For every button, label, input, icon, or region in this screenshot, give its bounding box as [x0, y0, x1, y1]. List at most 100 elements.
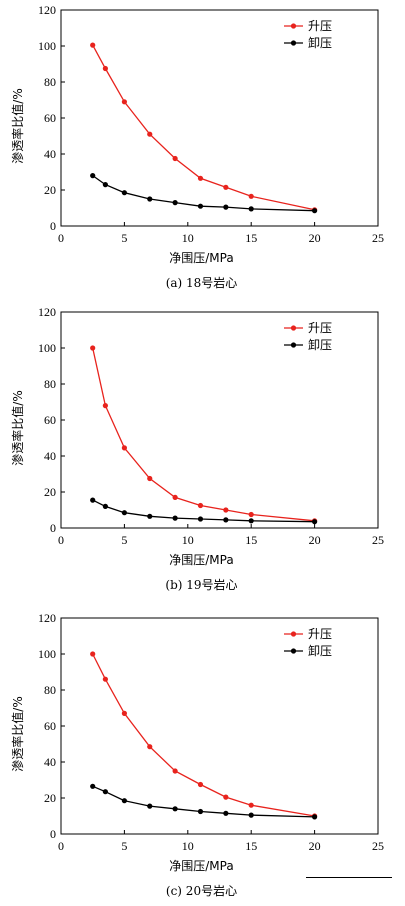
y-tick-label: 0 — [50, 827, 56, 841]
data-point — [223, 794, 229, 800]
data-point — [197, 808, 204, 815]
y-tick-label: 100 — [38, 341, 56, 355]
legend-label: 卸压 — [308, 35, 332, 50]
chart-panel-c: 0 5 10 15 20 25 0 20 40 60 80 100 120 净围压/MPa 渗透率比值/% (… — [0, 608, 405, 906]
x-tick-label: 10 — [182, 533, 194, 547]
chart-panel-a: 0 5 10 15 20 25 0 20 40 60 80 100 120 净围压/MPa 渗透率比值/% (… — [0, 0, 405, 300]
legend-label: 升压 — [308, 627, 332, 641]
data-point — [147, 513, 153, 519]
data-point — [223, 204, 229, 210]
data-point — [121, 99, 127, 105]
y-tick-label: 120 — [38, 3, 56, 17]
x-tick-label: 15 — [245, 231, 257, 245]
data-point — [312, 814, 318, 820]
x-tick-label: 0 — [58, 839, 64, 853]
data-point — [121, 510, 127, 516]
x-tick-label: 10 — [182, 231, 194, 245]
y-axis-label: 渗透率比值/% — [10, 88, 25, 163]
data-point — [197, 781, 204, 788]
data-point — [102, 503, 108, 509]
series-line-0 — [92, 44, 315, 211]
data-point — [90, 345, 96, 351]
y-tick-label: 40 — [44, 449, 56, 463]
data-point — [90, 783, 96, 789]
data-point — [147, 131, 153, 137]
legend-label: 升压 — [308, 321, 332, 335]
y-tick-label: 60 — [44, 413, 56, 427]
x-tick-label: 10 — [182, 839, 194, 853]
data-point — [172, 515, 178, 521]
chart-panel-b: 0 5 10 15 20 25 0 20 40 60 80 100 120 净围压/MPa 渗透率比值/% (… — [0, 302, 405, 602]
chart-c-svg: 0 5 10 15 20 25 0 20 40 60 80 100 120 净围压/MPa 渗透率比值/% (… — [10, 611, 384, 898]
data-point — [147, 744, 153, 750]
data-point — [90, 173, 96, 179]
data-point — [102, 403, 108, 409]
data-point — [121, 190, 127, 196]
y-tick-label: 20 — [44, 183, 56, 197]
y-tick-label: 0 — [50, 219, 56, 233]
chart-caption: (a) 18号岩心 — [166, 275, 238, 290]
x-tick-label: 20 — [309, 839, 321, 853]
legend-marker — [290, 342, 297, 348]
y-tick-label: 20 — [44, 485, 56, 499]
data-point — [172, 155, 178, 162]
x-tick-label: 25 — [372, 231, 384, 245]
data-point — [312, 519, 318, 525]
x-tick-label: 15 — [245, 839, 257, 853]
data-point — [90, 42, 96, 48]
data-point — [312, 208, 318, 214]
legend-label: 升压 — [308, 19, 332, 33]
data-point — [223, 507, 229, 513]
data-point — [90, 497, 96, 503]
x-tick-label: 0 — [58, 533, 64, 547]
data-point — [102, 676, 108, 682]
y-axis-label: 渗透率比值/% — [10, 696, 25, 771]
data-point — [172, 806, 178, 812]
data-point — [102, 182, 108, 188]
y-tick-label: 60 — [44, 719, 56, 733]
data-point — [90, 651, 96, 657]
footnote-rule — [306, 877, 392, 878]
legend-label: 卸压 — [308, 337, 332, 352]
legend-marker — [290, 631, 297, 637]
x-tick-label: 25 — [372, 533, 384, 547]
data-point — [248, 802, 254, 808]
data-point — [147, 196, 153, 202]
y-tick-label: 80 — [44, 683, 56, 697]
data-point — [147, 803, 153, 809]
data-point — [197, 175, 204, 181]
data-point — [248, 511, 254, 518]
data-point — [197, 516, 204, 522]
y-tick-label: 100 — [38, 647, 56, 661]
x-tick-label: 20 — [309, 533, 321, 547]
data-point — [223, 184, 229, 190]
data-point — [248, 193, 254, 199]
y-tick-label: 0 — [50, 521, 56, 535]
y-tick-label: 60 — [44, 111, 56, 125]
data-point — [102, 65, 108, 72]
data-point — [197, 203, 204, 209]
x-tick-label: 5 — [121, 839, 127, 853]
data-point — [121, 798, 127, 804]
x-tick-label: 5 — [121, 231, 127, 245]
y-tick-label: 80 — [44, 377, 56, 391]
x-axis-label: 净围压/MPa — [169, 553, 233, 567]
data-point — [197, 502, 204, 509]
series-line-0 — [92, 347, 315, 522]
data-point — [223, 810, 229, 816]
chart-b-svg: 0 5 10 15 20 25 0 20 40 60 80 100 120 净围压/MPa 渗透率比值/% (… — [10, 305, 384, 592]
chart-a-svg: 0 5 10 15 20 25 0 20 40 60 80 100 120 净围压/MPa 渗透率比值/% (… — [10, 3, 384, 290]
x-axis-label: 净围压/MPa — [169, 859, 233, 873]
y-tick-label: 40 — [44, 755, 56, 769]
y-tick-label: 120 — [38, 305, 56, 319]
y-tick-label: 40 — [44, 147, 56, 161]
x-tick-label: 25 — [372, 839, 384, 853]
y-tick-label: 80 — [44, 75, 56, 89]
x-tick-label: 20 — [309, 231, 321, 245]
chart-caption: (c) 20号岩心 — [166, 883, 237, 898]
y-tick-label: 20 — [44, 791, 56, 805]
data-point — [248, 518, 254, 524]
legend-marker — [290, 40, 297, 46]
data-point — [172, 768, 178, 774]
legend-marker — [290, 648, 297, 654]
